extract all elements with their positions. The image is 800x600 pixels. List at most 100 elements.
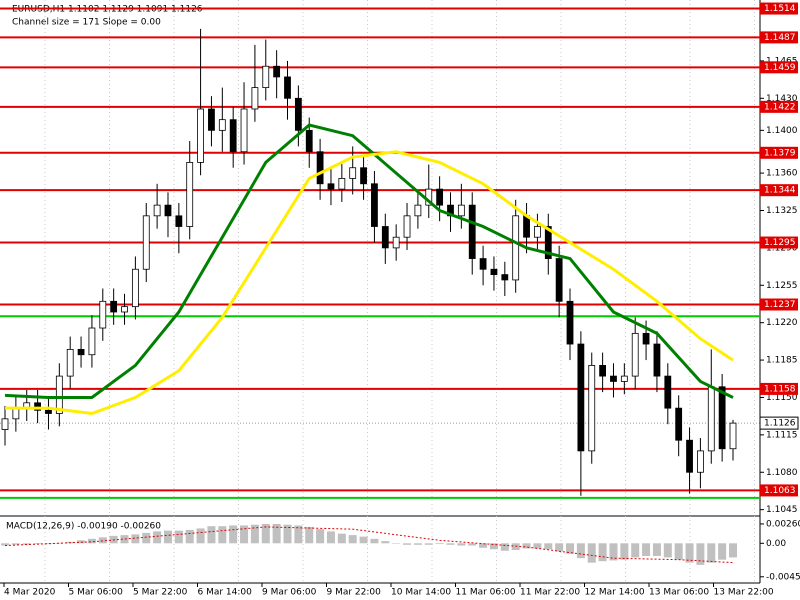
macd-bar [174, 530, 183, 544]
macd-bar [142, 532, 151, 544]
candle-body [631, 332, 639, 377]
macd-bar [1, 543, 9, 546]
candle-body [588, 365, 596, 452]
x-tick-label: 13 Mar 06:00 [649, 588, 709, 598]
macd-bar [424, 543, 433, 545]
candle-body [262, 65, 270, 89]
macd-bar [240, 525, 249, 544]
macd-bar [522, 543, 531, 549]
macd-bar [663, 543, 672, 558]
macd-bar [261, 523, 270, 544]
macd-bar [544, 543, 553, 550]
x-tick-label: 12 Mar 14:00 [585, 588, 645, 598]
level-label: 1.1459 [764, 63, 796, 73]
level-label-box [760, 31, 798, 44]
macd-bar [479, 543, 488, 548]
candle-body [153, 204, 161, 217]
macd-bar [500, 543, 509, 551]
candle-body [110, 300, 118, 313]
candle-body [349, 167, 357, 179]
level-label-box [760, 2, 798, 15]
macd-signal [4, 526, 734, 564]
candle-body [1, 418, 9, 430]
x-tick-label: 11 Mar 06:00 [456, 588, 516, 598]
y-tick-label: -0.0045 [766, 572, 800, 582]
macd-bar [218, 526, 227, 544]
level-label: 1.1487 [764, 33, 796, 43]
macd-bar [587, 543, 596, 563]
candle-body [490, 268, 498, 275]
candle-body [34, 402, 41, 411]
candle-body [664, 375, 672, 409]
level-label: 1.1237 [764, 300, 796, 310]
x-tick-label: 9 Mar 06:00 [262, 588, 317, 598]
candle-body [534, 226, 541, 238]
macd-label: MACD(12,26,9) -0.00190 -0.00260 [6, 522, 161, 532]
macd-bar [446, 543, 455, 545]
candle-body [653, 343, 661, 377]
macd-bar [620, 543, 629, 560]
candle-body [131, 268, 139, 308]
macd-bar [348, 535, 357, 544]
level-label-box [760, 146, 798, 159]
level-label: 1.1063 [764, 486, 796, 496]
candle-body [468, 204, 476, 259]
candle-body [403, 215, 411, 238]
level-label-box [760, 484, 798, 497]
macd-bar [359, 536, 368, 544]
candle-body [273, 65, 281, 78]
y-tick-label: 1.1080 [766, 468, 798, 478]
macd-bar [468, 543, 477, 546]
macd-bar [413, 543, 422, 545]
x-tick-label: 5 Mar 06:00 [69, 588, 124, 598]
macd-bar [337, 533, 346, 544]
macd-bar [489, 543, 498, 550]
macd-bar [631, 543, 640, 558]
x-tick-label: 13 Mar 22:00 [714, 588, 774, 598]
candle-body [360, 167, 367, 185]
macd-bar [392, 543, 401, 544]
macd-bar [403, 543, 412, 545]
moving-average [5, 150, 734, 416]
macd-bar [11, 543, 20, 545]
chart-subtitle: Channel size = 171 Slope = 0.00 [12, 18, 161, 28]
candle-body [142, 215, 150, 270]
y-tick-label: 1.1430 [766, 94, 798, 104]
candle-body [620, 375, 628, 382]
x-tick-label: 5 Mar 22:00 [133, 588, 188, 598]
candle-body [77, 348, 85, 356]
macd-bar [316, 529, 325, 544]
level-label-box [760, 100, 798, 113]
y-tick-label: 1.1400 [766, 126, 798, 136]
candle-body [718, 386, 726, 450]
macd-bar [153, 531, 162, 544]
macd-bar [533, 543, 542, 549]
candle-body [555, 258, 563, 302]
macd-bar [381, 541, 390, 544]
candle-body [381, 226, 389, 249]
x-tick-label: 9 Mar 22:00 [327, 588, 382, 598]
level-label: 1.1422 [764, 102, 796, 112]
macd-bar [163, 530, 172, 544]
y-tick-label: 1.1150 [766, 393, 798, 403]
candle-body [229, 119, 237, 153]
candle-body [45, 409, 52, 414]
macd-bar [566, 543, 575, 554]
macd-bar [707, 543, 716, 563]
candle-body [414, 204, 422, 217]
level-label: 1.1344 [764, 186, 796, 196]
candle-body [392, 236, 400, 249]
candle-body [208, 108, 215, 131]
macd-bar [294, 525, 303, 544]
candle-body [121, 306, 128, 313]
candle-body [501, 274, 509, 281]
level-label-box [760, 184, 798, 197]
current-price-label: 1.1126 [764, 419, 796, 429]
current-price-box [759, 416, 799, 430]
y-tick-label: 0.00 [766, 539, 786, 549]
macd-bar [326, 531, 335, 544]
candle-body [642, 332, 650, 345]
candle-body [479, 258, 487, 270]
macd-bar [185, 529, 194, 544]
candle-body [240, 108, 248, 153]
